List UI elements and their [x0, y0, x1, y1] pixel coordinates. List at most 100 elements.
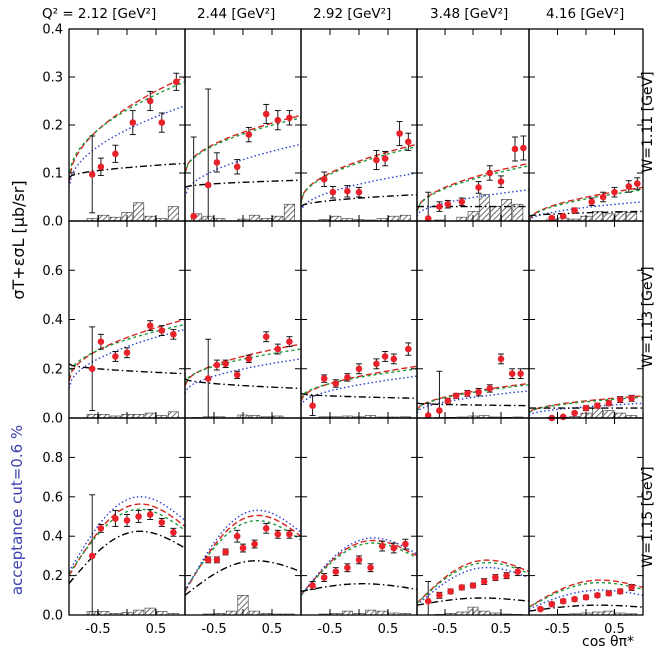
data-point	[355, 365, 363, 373]
panel-r1-c2	[300, 220, 418, 419]
panel-r2-c3: -0.5 0.5	[416, 417, 530, 637]
data-point	[571, 409, 578, 417]
row-label-w111: W=1.11 [GeV]	[640, 71, 656, 172]
x-tick-label: -0.5	[432, 622, 457, 637]
x-axis-label: cos θπ*	[582, 634, 634, 650]
model-curve-red	[416, 162, 530, 212]
data-point	[332, 568, 340, 575]
data-point	[146, 97, 154, 105]
data-point	[475, 184, 482, 191]
hist-bar	[283, 203, 295, 222]
model-curve-blue	[528, 402, 644, 417]
model-curve-black	[184, 179, 302, 189]
hist-bar	[399, 214, 411, 222]
model-curve-green	[184, 519, 302, 590]
data-point	[245, 355, 253, 363]
hist-bar	[133, 609, 145, 616]
x-tick-label: -0.5	[201, 622, 226, 637]
acceptance-note-group: acceptance cut=0.6 %	[8, 425, 26, 595]
data-point	[436, 203, 443, 210]
model-curve-black	[528, 210, 644, 217]
model-curve-blue	[184, 358, 302, 394]
data-point	[444, 397, 452, 405]
y-tick-label: 0.2	[42, 119, 63, 134]
data-point	[309, 582, 316, 589]
data-point	[367, 564, 374, 571]
data-point	[88, 552, 96, 560]
hist-bar	[603, 410, 615, 419]
data-point	[625, 183, 633, 190]
data-point	[464, 390, 471, 397]
y-tick-label: 0.6	[42, 490, 63, 505]
data-point	[594, 592, 601, 599]
data-point	[129, 119, 137, 126]
data-point	[390, 544, 398, 552]
y-axis-label-group: σT+εσL [μb/sr]	[9, 180, 28, 299]
panel-frame	[184, 417, 302, 616]
model-curve-green	[300, 368, 418, 399]
hist-bar	[144, 607, 156, 616]
panel-r0-c0	[68, 28, 186, 222]
data-point	[514, 568, 522, 575]
x-tick-label: 0.5	[146, 622, 167, 637]
data-point	[239, 544, 247, 552]
hist-bar	[133, 202, 145, 222]
panel-r2-c4: -0.5 0.5	[528, 417, 644, 637]
data-point	[158, 327, 166, 334]
data-point	[213, 159, 221, 166]
data-point	[213, 556, 221, 564]
data-point	[424, 412, 432, 419]
data-point	[344, 564, 351, 571]
model-curve-green	[416, 165, 530, 212]
model-curve-black	[416, 402, 529, 407]
data-point	[548, 600, 556, 608]
row-label-w113: W=1.13 [GeV]	[640, 266, 656, 367]
model-curve-green	[416, 384, 530, 411]
data-point	[158, 519, 166, 526]
model-curve-red	[300, 365, 418, 402]
hist-bar	[388, 215, 400, 222]
data-point	[611, 188, 618, 196]
data-point	[233, 163, 241, 171]
data-point	[320, 574, 328, 581]
data-point	[559, 413, 567, 421]
x-tick-label: 0.5	[604, 622, 625, 637]
model-curve-red	[184, 114, 302, 174]
x-tick-label: -0.5	[317, 622, 342, 637]
data-point	[158, 119, 166, 126]
panel-frame	[300, 220, 418, 419]
model-curve-blue	[300, 375, 418, 407]
data-point	[508, 370, 516, 378]
col-header-q2-244: 2.44 [GeV²]	[197, 6, 275, 22]
data-point	[458, 198, 466, 206]
model-curve-blue	[416, 189, 530, 217]
hist-bar	[591, 407, 603, 419]
data-point	[424, 597, 432, 605]
data-point	[355, 188, 363, 196]
model-curve-red	[300, 539, 418, 596]
data-point	[424, 215, 432, 222]
data-point	[245, 131, 253, 138]
data-point	[634, 180, 641, 187]
data-point	[190, 212, 197, 220]
x-tick-label: 0.5	[378, 622, 399, 637]
data-point	[378, 542, 386, 550]
hist-bar	[365, 609, 377, 616]
data-point	[548, 214, 556, 222]
data-point	[599, 193, 607, 201]
y-tick-label: 0.4	[42, 23, 63, 38]
model-curve-black	[300, 583, 418, 593]
model-curve-blue	[416, 566, 530, 606]
panel-grid: 0.0 0.1 0.2 0.3 0.4 0.0 0.2 0.4 0.6 -0.5 0.5 -0.5 0.…	[42, 23, 644, 637]
panel-r2-c2: -0.5 0.5	[300, 417, 418, 637]
y-axis-label: σT+εσL [μb/sr]	[9, 180, 28, 299]
model-curve-black	[184, 560, 302, 596]
hist-bar	[144, 412, 156, 419]
data-point	[344, 374, 351, 381]
data-point	[571, 595, 578, 603]
data-point	[503, 572, 510, 579]
data-point	[511, 145, 519, 153]
data-point	[233, 371, 241, 379]
data-point	[444, 200, 452, 208]
